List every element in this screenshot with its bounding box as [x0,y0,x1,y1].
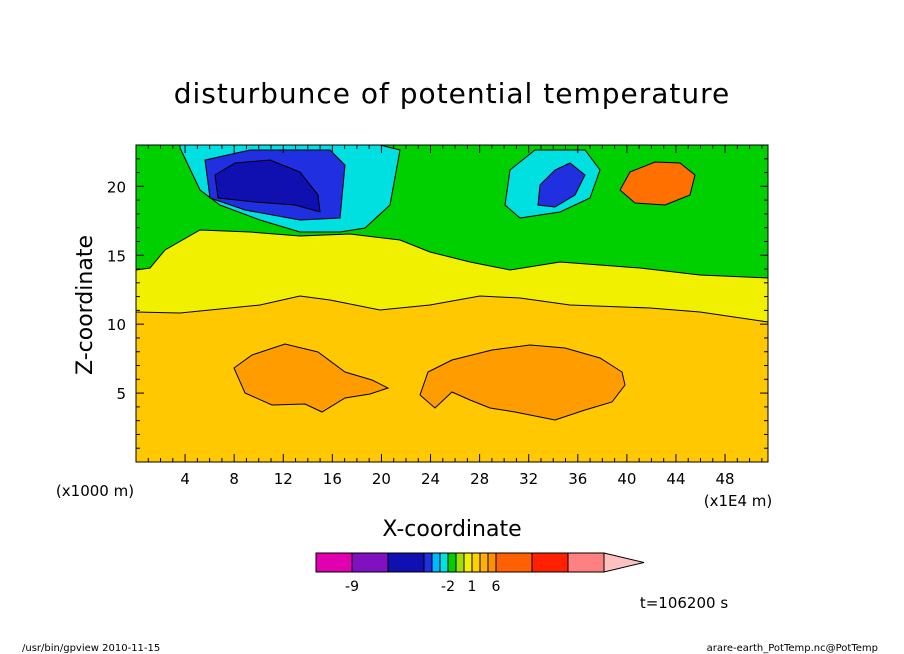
colorbar-cell [431,552,441,573]
x-axis-label: X-coordinate [382,517,521,542]
colorbar-cell [315,552,353,573]
x-tick-label: 28 [470,470,489,488]
colorbar-label: -9 [345,579,359,595]
time-label: t=106200 s [640,594,728,612]
colorbar-cell [479,552,489,573]
colorbar-cell [487,552,497,573]
chart-title: disturbunce of potential temperature [174,77,731,110]
x-tick-label: 16 [323,470,342,488]
y-axis: 5 10 15 20 [107,144,768,449]
colorbar-cell [567,552,605,573]
x-axis: 4 8 12 16 20 24 28 32 36 40 44 48 [147,145,763,488]
colorbar-labels: -9 -2 1 6 [345,579,501,595]
colorbar-cell [455,552,465,573]
y-axis-label: Z-coordinate [73,235,98,375]
colorbar-label: 6 [492,579,501,595]
region-red-orange-core [619,161,696,206]
x-tick-label: 44 [666,470,685,488]
x-tick-label: 24 [421,470,440,488]
region-darkblue-core [214,159,321,213]
x-tick-label: 20 [372,470,391,488]
region-blue-mid [537,162,586,208]
plot-frame [135,144,769,463]
colorbar-cell [351,552,389,573]
colorbar-cell [495,552,533,573]
y-tick-label: 20 [107,178,126,196]
colorbar-cell [447,552,457,573]
y-tick-label: 15 [107,247,126,265]
colorbar-cell [531,552,569,573]
x-unit-left: (x1000 m) [56,482,134,500]
colorbar-cell [387,552,425,573]
colorbar-label: 1 [468,579,477,595]
y-tick-label: 10 [107,316,126,334]
x-tick-label: 8 [229,470,239,488]
x-tick-label: 40 [617,470,636,488]
colorbar-label: -2 [441,579,455,595]
region-orange-blob-left [233,343,390,413]
plot-area [136,145,768,462]
colorbar [315,552,645,573]
x-tick-label: 4 [180,470,190,488]
colorbar-cell [463,552,473,573]
colorbar-arrow [603,552,645,573]
y-tick-label: 5 [116,385,126,403]
colorbar-cell [471,552,481,573]
colorbar-cell [423,552,433,573]
x-tick-label: 32 [519,470,538,488]
footer-right: arare-earth_PotTemp.nc@PotTemp [707,643,878,654]
x-tick-label: 12 [274,470,293,488]
footer-left: /usr/bin/gpview 2010-11-15 [22,643,160,654]
colorbar-cell [439,552,449,573]
x-tick-label: 36 [568,470,587,488]
x-tick-label: 48 [716,470,735,488]
x-unit-right: (x1E4 m) [704,492,773,510]
region-orange-blob-right [419,344,626,421]
